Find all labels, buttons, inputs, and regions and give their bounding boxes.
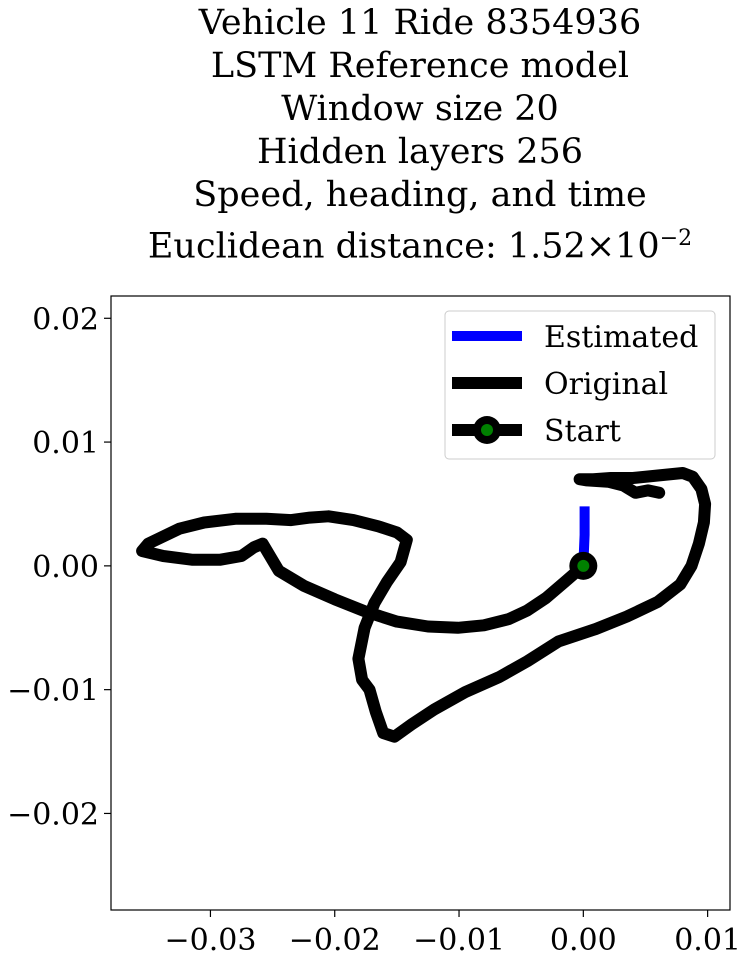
legend-start-marker-dot [481, 424, 493, 436]
axes-layer: −0.03 −0.02 −0.01 0.00 0.01 0.02 0.01 0.00 −0.01… [7, 302, 741, 958]
start-marker-dot [577, 559, 590, 572]
x-tick-label: 0.00 [550, 923, 617, 958]
y-tick-label: 0.02 [32, 302, 99, 337]
title-distance-prefix: Euclidean distance: 1.52 [147, 226, 586, 267]
title-distance-times: × [585, 226, 616, 267]
title-line-1: Vehicle 11 Ride 8354936 [198, 3, 642, 43]
legend-start-label: Start [544, 414, 621, 449]
legend-frame [444, 310, 716, 460]
data-layer [136, 467, 712, 743]
chart-title: Vehicle 11 Ride 8354936 LSTM Reference m… [60, 2, 750, 269]
title-line-4: Hidden layers 256 [256, 132, 584, 172]
title-distance-exponent: −2 [659, 226, 693, 251]
legend-estimated-label: Estimated [544, 320, 698, 355]
title-line-2: LSTM Reference model [210, 46, 630, 86]
title-line-6: Euclidean distance: 1.52×10−2 [60, 217, 750, 269]
x-tick-label: −0.01 [413, 923, 505, 958]
plot-area-frame [110, 295, 731, 911]
legend: Estimated Original Start [444, 310, 716, 460]
title-line-5: Speed, heading, and time [193, 175, 647, 215]
y-tick-label: −0.02 [7, 797, 99, 832]
y-tick-label: 0.01 [32, 426, 99, 461]
y-tick-label: −0.01 [7, 674, 99, 709]
legend-original-label: Original [544, 367, 668, 402]
x-tick-label: 0.01 [674, 923, 741, 958]
series-original-line [136, 467, 712, 743]
y-tick-label: 0.00 [32, 550, 99, 585]
title-distance-base: 10 [615, 226, 660, 267]
title-line-3: Window size 20 [281, 89, 559, 129]
x-tick-label: −0.03 [164, 923, 256, 958]
x-tick-label: −0.02 [289, 923, 381, 958]
